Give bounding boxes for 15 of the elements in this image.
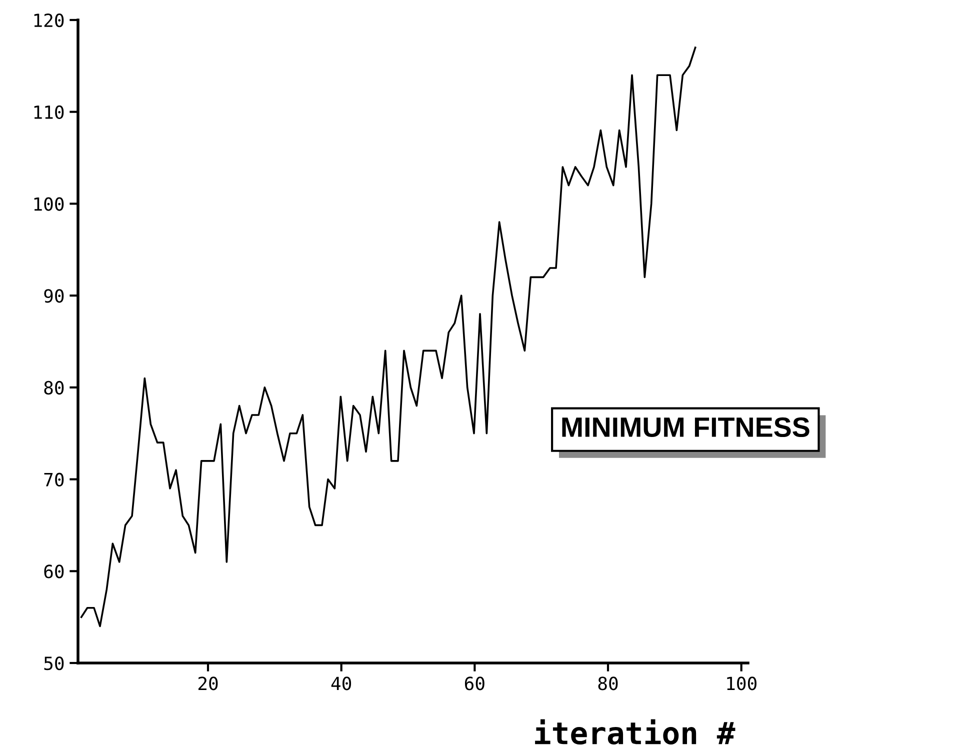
y-tick-label: 110 bbox=[34, 105, 64, 120]
y-tick-label: 60 bbox=[44, 564, 64, 578]
y-tick-label: 120 bbox=[34, 14, 64, 28]
y-tick-label: 50 bbox=[44, 656, 64, 670]
y-tick-label: 90 bbox=[44, 289, 64, 303]
x-tick-label: 20 bbox=[198, 676, 218, 690]
x-axis-title: iteration # bbox=[535, 719, 736, 745]
y-tick-label: 70 bbox=[44, 472, 64, 486]
x-tick-label: 60 bbox=[464, 676, 484, 690]
annotation: MINIMUM FITNESS bbox=[562, 417, 810, 438]
x-tick-label: 80 bbox=[598, 676, 618, 690]
y-tick-label: 80 bbox=[44, 380, 64, 395]
x-tick-label: 100 bbox=[727, 676, 756, 690]
y-tick-label: 100 bbox=[34, 197, 64, 211]
x-tick-label: 40 bbox=[331, 676, 352, 690]
